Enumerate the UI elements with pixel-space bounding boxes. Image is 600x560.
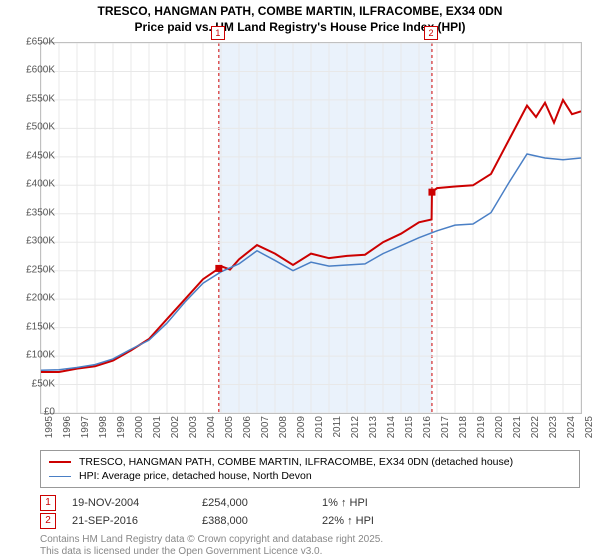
- y-tick-label: £550K: [26, 93, 55, 104]
- legend-swatch-hpi: [49, 476, 71, 477]
- x-tick-label: 2004: [206, 416, 217, 444]
- x-tick-label: 1996: [62, 416, 73, 444]
- y-tick-label: £250K: [26, 264, 55, 275]
- x-tick-label: 2016: [422, 416, 433, 444]
- y-tick-label: £450K: [26, 150, 55, 161]
- x-tick-label: 2007: [260, 416, 271, 444]
- y-tick-label: £300K: [26, 236, 55, 247]
- x-tick-label: 2008: [278, 416, 289, 444]
- y-tick-label: £500K: [26, 122, 55, 133]
- x-tick-label: 2022: [530, 416, 541, 444]
- x-tick-label: 2021: [512, 416, 523, 444]
- data-point-price-1: £254,000: [202, 497, 322, 509]
- data-point-row-1: 1 19-NOV-2004 £254,000 1% ↑ HPI: [40, 495, 374, 511]
- x-tick-label: 2006: [242, 416, 253, 444]
- x-tick-label: 2018: [458, 416, 469, 444]
- y-tick-label: £600K: [26, 65, 55, 76]
- data-point-date-2: 21-SEP-2016: [72, 515, 202, 527]
- legend-swatch-property: [49, 461, 71, 463]
- x-tick-label: 2013: [368, 416, 379, 444]
- y-tick-label: £50K: [32, 378, 55, 389]
- x-tick-label: 2017: [440, 416, 451, 444]
- x-tick-label: 2005: [224, 416, 235, 444]
- x-tick-label: 2014: [386, 416, 397, 444]
- x-tick-label: 2002: [170, 416, 181, 444]
- x-tick-label: 2025: [584, 416, 595, 444]
- x-tick-label: 2011: [332, 416, 343, 444]
- data-point-row-2: 2 21-SEP-2016 £388,000 22% ↑ HPI: [40, 513, 374, 529]
- y-tick-label: £200K: [26, 293, 55, 304]
- x-tick-label: 2023: [548, 416, 559, 444]
- title-line-2: Price paid vs. HM Land Registry's House …: [135, 20, 466, 34]
- data-point-pct-2: 22% ↑ HPI: [322, 515, 374, 527]
- x-tick-label: 2003: [188, 416, 199, 444]
- chart-marker-1: 1: [211, 26, 225, 40]
- y-tick-label: £650K: [26, 37, 55, 48]
- plot-svg: [41, 43, 581, 413]
- y-tick-label: £150K: [26, 321, 55, 332]
- chart-marker-2: 2: [424, 26, 438, 40]
- data-point-pct-1: 1% ↑ HPI: [322, 497, 368, 509]
- x-tick-label: 2010: [314, 416, 325, 444]
- x-tick-label: 2024: [566, 416, 577, 444]
- x-tick-label: 2019: [476, 416, 487, 444]
- x-tick-label: 1995: [44, 416, 55, 444]
- data-point-date-1: 19-NOV-2004: [72, 497, 202, 509]
- data-points-table: 1 19-NOV-2004 £254,000 1% ↑ HPI 2 21-SEP…: [40, 493, 374, 531]
- legend-label-hpi: HPI: Average price, detached house, Nort…: [79, 470, 312, 482]
- footnote-line-1: Contains HM Land Registry data © Crown c…: [40, 534, 383, 545]
- x-tick-label: 2000: [134, 416, 145, 444]
- chart-title: TRESCO, HANGMAN PATH, COMBE MARTIN, ILFR…: [0, 0, 600, 35]
- y-tick-label: £400K: [26, 179, 55, 190]
- x-tick-label: 2001: [152, 416, 163, 444]
- x-tick-label: 2015: [404, 416, 415, 444]
- y-tick-label: £100K: [26, 350, 55, 361]
- footnote-line-2: This data is licensed under the Open Gov…: [40, 546, 322, 557]
- footnote: Contains HM Land Registry data © Crown c…: [40, 534, 383, 558]
- legend: TRESCO, HANGMAN PATH, COMBE MARTIN, ILFR…: [40, 450, 580, 488]
- chart-container: TRESCO, HANGMAN PATH, COMBE MARTIN, ILFR…: [0, 0, 600, 560]
- x-tick-label: 1999: [116, 416, 127, 444]
- x-tick-label: 1998: [98, 416, 109, 444]
- x-tick-label: 2009: [296, 416, 307, 444]
- x-tick-label: 2012: [350, 416, 361, 444]
- x-tick-label: 1997: [80, 416, 91, 444]
- data-point-price-2: £388,000: [202, 515, 322, 527]
- legend-row-property: TRESCO, HANGMAN PATH, COMBE MARTIN, ILFR…: [49, 455, 571, 469]
- marker-badge-2: 2: [40, 513, 56, 529]
- marker-badge-1: 1: [40, 495, 56, 511]
- legend-label-property: TRESCO, HANGMAN PATH, COMBE MARTIN, ILFR…: [79, 456, 513, 468]
- legend-row-hpi: HPI: Average price, detached house, Nort…: [49, 469, 571, 483]
- title-line-1: TRESCO, HANGMAN PATH, COMBE MARTIN, ILFR…: [98, 4, 503, 18]
- y-tick-label: £350K: [26, 207, 55, 218]
- plot-area: [40, 42, 582, 414]
- x-tick-label: 2020: [494, 416, 505, 444]
